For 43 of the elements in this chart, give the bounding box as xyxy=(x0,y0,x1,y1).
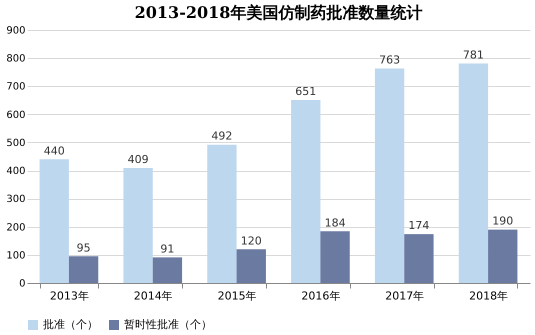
legend-label: 批准（个） xyxy=(43,318,98,331)
legend-label: 暂时性批准（个） xyxy=(124,318,212,331)
x-tick-label: 2016年 xyxy=(301,290,340,302)
y-tick-label: 500 xyxy=(6,138,26,149)
data-label: 763 xyxy=(379,54,400,67)
bar xyxy=(291,100,320,283)
bar xyxy=(152,257,182,283)
bar xyxy=(40,159,69,283)
bar xyxy=(374,68,404,283)
bar xyxy=(320,231,350,283)
y-tick-label: 600 xyxy=(6,110,26,121)
bar xyxy=(123,168,153,283)
bar xyxy=(68,256,98,283)
data-label: 190 xyxy=(492,214,514,228)
bar xyxy=(236,249,266,283)
data-label: 91 xyxy=(160,242,174,256)
y-tick-label: 100 xyxy=(6,250,26,262)
data-label: 492 xyxy=(211,130,232,143)
x-tick-label: 2014年 xyxy=(134,290,173,302)
bar xyxy=(458,63,488,283)
y-tick-label: 0 xyxy=(19,278,26,290)
data-label: 184 xyxy=(324,216,346,230)
y-tick-label: 300 xyxy=(6,194,26,206)
y-tick-label: 800 xyxy=(6,54,26,65)
data-label: 781 xyxy=(462,48,484,62)
data-label: 95 xyxy=(76,241,91,254)
x-tick-label: 2015年 xyxy=(218,290,257,302)
data-label: 120 xyxy=(240,234,262,248)
y-tick-label: 900 xyxy=(6,26,26,36)
bar xyxy=(207,144,237,283)
y-tick-label: 200 xyxy=(6,222,26,234)
bar xyxy=(404,234,434,283)
data-label: 409 xyxy=(128,153,149,166)
data-label: 440 xyxy=(44,144,65,158)
chart-title: 2013-2018年美国仿制药批准数量统计 xyxy=(134,3,422,22)
x-tick-label: 2013年 xyxy=(50,290,89,302)
data-label: 174 xyxy=(408,219,430,232)
x-tick-label: 2017年 xyxy=(385,290,424,302)
x-tick-label: 2018年 xyxy=(469,290,508,302)
y-tick-label: 400 xyxy=(6,166,26,178)
y-tick-label: 700 xyxy=(6,82,26,93)
data-label: 651 xyxy=(295,84,316,98)
bar xyxy=(488,230,518,283)
